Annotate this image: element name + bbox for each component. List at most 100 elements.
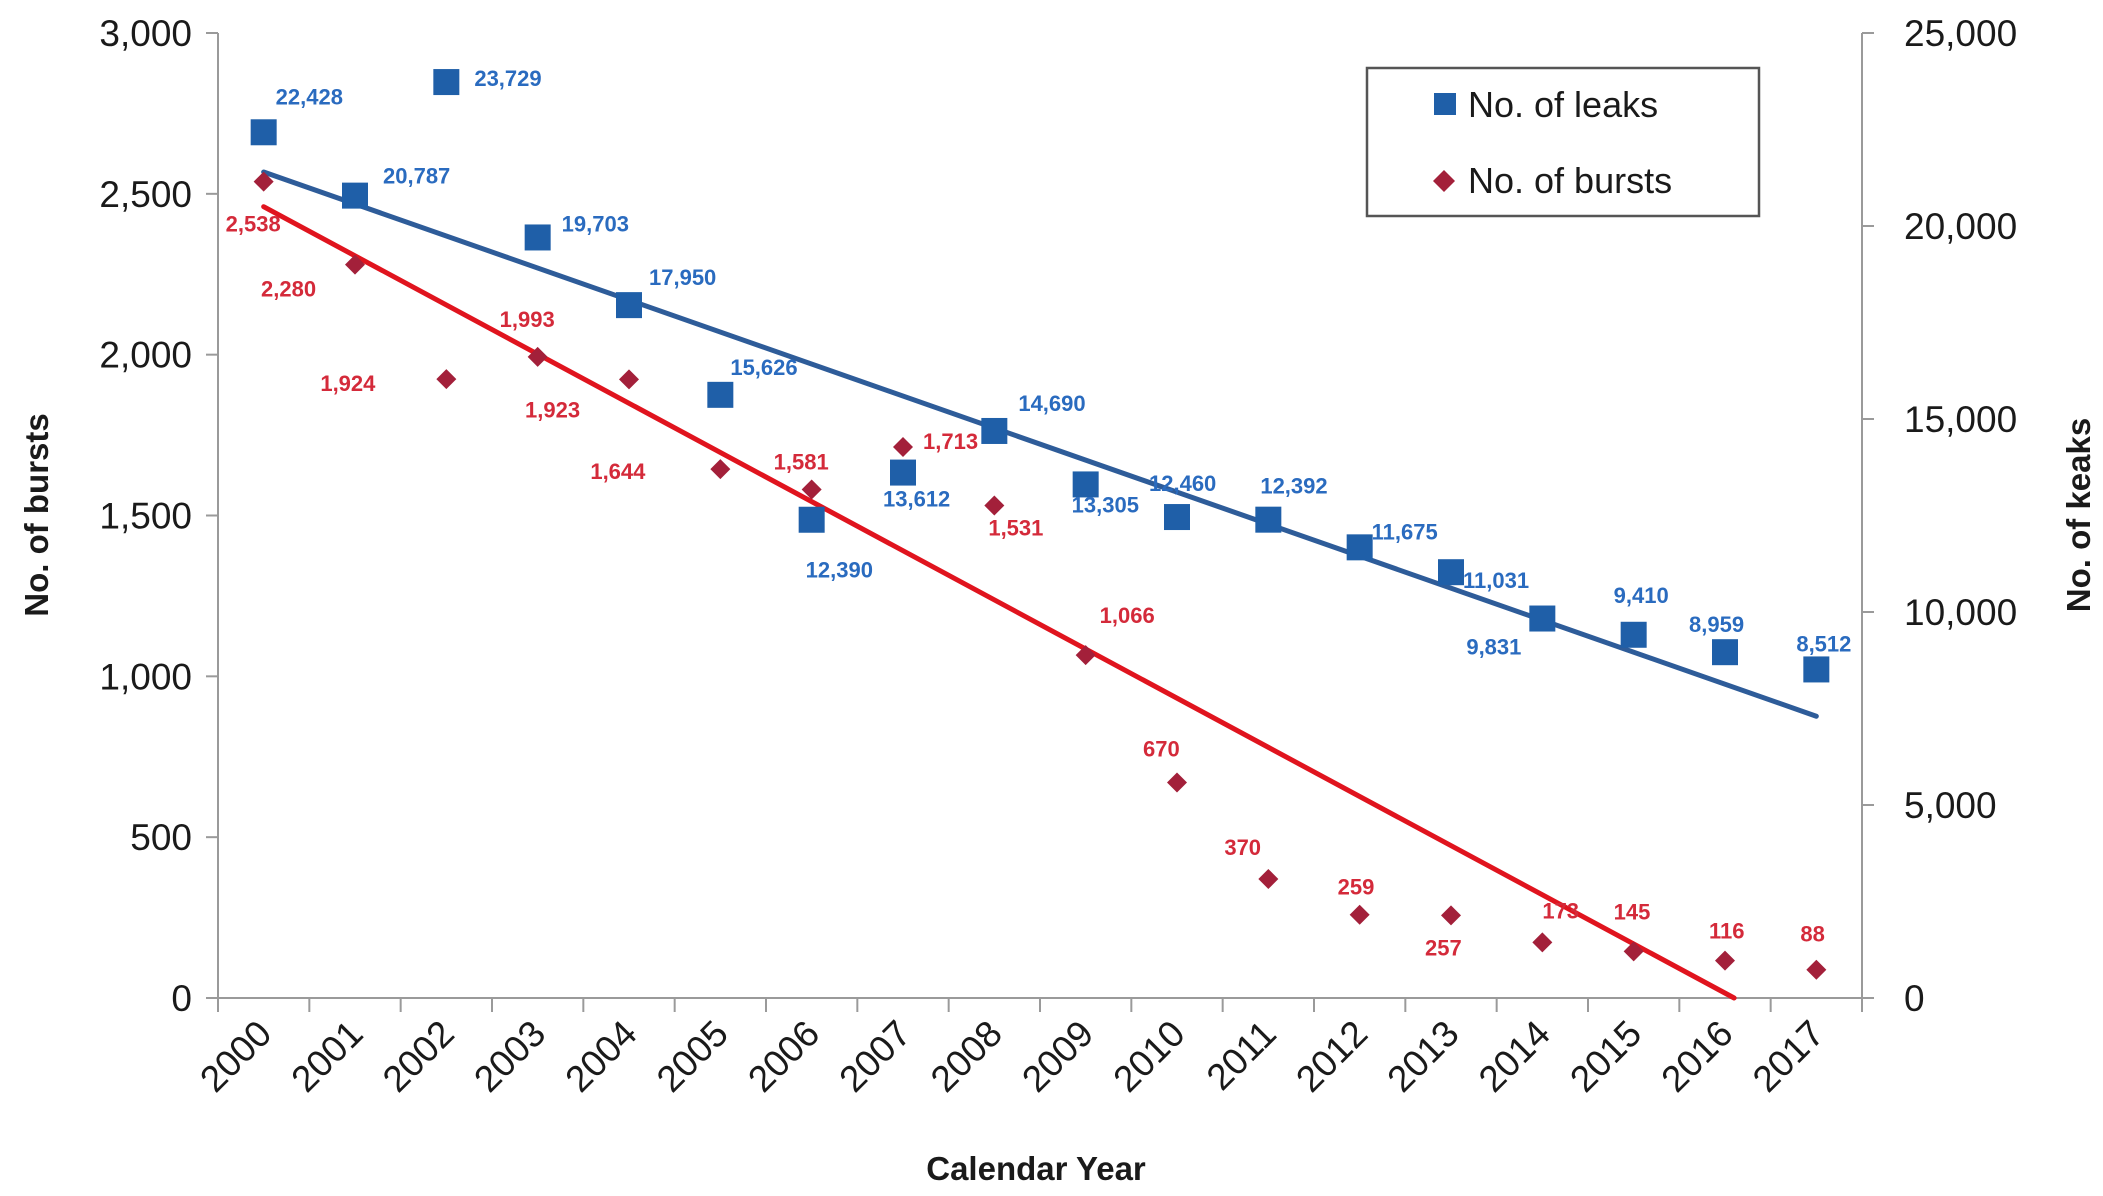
burst-marker bbox=[1715, 950, 1735, 971]
legend: No. of leaks No. of bursts bbox=[1365, 66, 1761, 218]
burst-data-label: 173 bbox=[1542, 898, 1579, 923]
y-right-tick-label: 5,000 bbox=[1904, 785, 1997, 826]
burst-marker bbox=[1349, 904, 1370, 925]
burst-marker bbox=[1441, 905, 1461, 926]
y-right-tick-label: 10,000 bbox=[1904, 592, 2017, 633]
burst-data-label: 1,923 bbox=[525, 397, 580, 422]
data-labels: 22,428 20,787 23,729 19,703 17,950 15,626 12,3… bbox=[226, 66, 1852, 960]
legend-marker-leaks bbox=[1434, 93, 1456, 115]
x-tick-label: 2014 bbox=[1471, 1013, 1558, 1100]
leak-data-label: 23,729 bbox=[474, 66, 541, 91]
burst-data-label: 88 bbox=[1800, 922, 1824, 947]
leak-data-label: 13,612 bbox=[883, 487, 950, 512]
leak-data-label: 8,512 bbox=[1796, 631, 1851, 656]
legend-label-leaks: No. of leaks bbox=[1468, 84, 1658, 125]
burst-marker bbox=[1258, 868, 1279, 889]
leak-marker bbox=[616, 292, 642, 319]
burst-data-label: 2,280 bbox=[261, 277, 316, 302]
y-right-tick-label: 15,000 bbox=[1904, 399, 2017, 440]
y-right-tick-label: 25,000 bbox=[1904, 13, 2017, 54]
burst-marker bbox=[1623, 941, 1644, 962]
x-tick-label: 2005 bbox=[649, 1013, 736, 1100]
burst-data-label: 116 bbox=[1709, 919, 1745, 944]
burst-marker bbox=[527, 346, 548, 367]
leak-marker bbox=[433, 69, 460, 96]
burst-data-label: 670 bbox=[1143, 736, 1180, 761]
leak-marker bbox=[1346, 534, 1373, 561]
leak-data-label: 11,675 bbox=[1372, 519, 1438, 544]
leak-data-label: 14,690 bbox=[1018, 391, 1085, 416]
legend-marker-bursts bbox=[1433, 170, 1455, 192]
leak-marker bbox=[1072, 471, 1099, 498]
trendline-leaks bbox=[261, 169, 1819, 719]
leak-data-label: 19,703 bbox=[562, 211, 629, 236]
burst-marker bbox=[893, 436, 913, 457]
x-tick-label: 2002 bbox=[375, 1013, 462, 1100]
burst-data-label: 145 bbox=[1614, 899, 1651, 924]
leak-marker bbox=[1255, 506, 1282, 533]
x-tick-label: 2007 bbox=[831, 1013, 918, 1100]
y-left-tick-label: 1,000 bbox=[99, 656, 192, 697]
y-left-tick-label: 3,000 bbox=[99, 13, 192, 54]
burst-data-label: 1,581 bbox=[774, 449, 829, 474]
leak-marker bbox=[1712, 639, 1738, 666]
x-tick-label: 2015 bbox=[1562, 1013, 1649, 1100]
y-left-tick-label: 2,500 bbox=[99, 174, 192, 215]
y-left-tick-label: 500 bbox=[130, 817, 192, 858]
y-left-tick-label: 1,500 bbox=[99, 496, 192, 537]
leak-marker bbox=[1803, 656, 1830, 683]
y-axis-left-title: No. of bursts bbox=[18, 413, 55, 617]
burst-data-label: 257 bbox=[1425, 935, 1462, 960]
leak-data-label: 17,950 bbox=[649, 265, 716, 290]
burst-marker bbox=[1075, 645, 1096, 666]
burst-marker bbox=[1532, 932, 1553, 953]
x-tick-label: 2004 bbox=[557, 1013, 644, 1100]
leak-data-label: 9,410 bbox=[1614, 583, 1669, 608]
burst-data-label: 1,713 bbox=[923, 429, 978, 454]
burst-data-label: 1,531 bbox=[988, 516, 1043, 541]
leak-marker bbox=[524, 224, 551, 251]
x-tick-label: 2017 bbox=[1745, 1013, 1832, 1100]
trendlines bbox=[261, 169, 1819, 1001]
burst-data-label: 1,066 bbox=[1100, 603, 1155, 628]
x-tick-label: 2008 bbox=[923, 1013, 1010, 1100]
burst-marker bbox=[345, 254, 365, 275]
x-tick-label: 2003 bbox=[466, 1013, 553, 1100]
legend-box bbox=[1365, 66, 1761, 218]
burst-data-label: 259 bbox=[1338, 875, 1375, 900]
leak-marker bbox=[1438, 559, 1464, 586]
y-left-tick-label: 0 bbox=[171, 978, 192, 1019]
leak-data-label: 12,390 bbox=[806, 558, 873, 583]
x-tick-label: 2001 bbox=[283, 1013, 370, 1100]
x-tick-label: 2009 bbox=[1014, 1013, 1101, 1100]
leak-data-label: 12,392 bbox=[1260, 474, 1327, 499]
leak-data-label: 15,626 bbox=[730, 355, 797, 380]
leak-marker bbox=[798, 506, 825, 533]
burst-marker bbox=[619, 369, 639, 390]
burst-marker bbox=[1806, 959, 1827, 980]
burst-data-label: 1,993 bbox=[500, 307, 555, 332]
y-left-tick-label: 2,000 bbox=[99, 335, 192, 376]
leak-data-label: 8,959 bbox=[1689, 612, 1744, 637]
burst-data-label: 370 bbox=[1224, 835, 1261, 860]
x-tick-label: 2011 bbox=[1199, 1013, 1284, 1098]
leak-marker bbox=[981, 417, 1008, 444]
burst-marker bbox=[436, 369, 457, 390]
leak-marker bbox=[707, 381, 734, 408]
leak-marker bbox=[342, 182, 368, 209]
leak-marker bbox=[1164, 504, 1190, 531]
legend-label-bursts: No. of bursts bbox=[1468, 160, 1672, 201]
burst-data-label: 1,644 bbox=[590, 459, 646, 484]
burst-marker bbox=[1167, 772, 1187, 793]
x-tick-label: 2000 bbox=[192, 1013, 279, 1100]
data-marks bbox=[250, 69, 1830, 980]
y-right-tick-label: 20,000 bbox=[1904, 206, 2017, 247]
leak-marker bbox=[1620, 621, 1647, 648]
chart-axes bbox=[206, 32, 1874, 1012]
leak-data-label: 9,831 bbox=[1466, 635, 1521, 660]
leak-data-label: 20,787 bbox=[383, 164, 450, 189]
leak-data-label: 22,428 bbox=[276, 84, 343, 109]
leak-data-label: 12,460 bbox=[1149, 471, 1216, 496]
burst-marker bbox=[801, 479, 822, 500]
